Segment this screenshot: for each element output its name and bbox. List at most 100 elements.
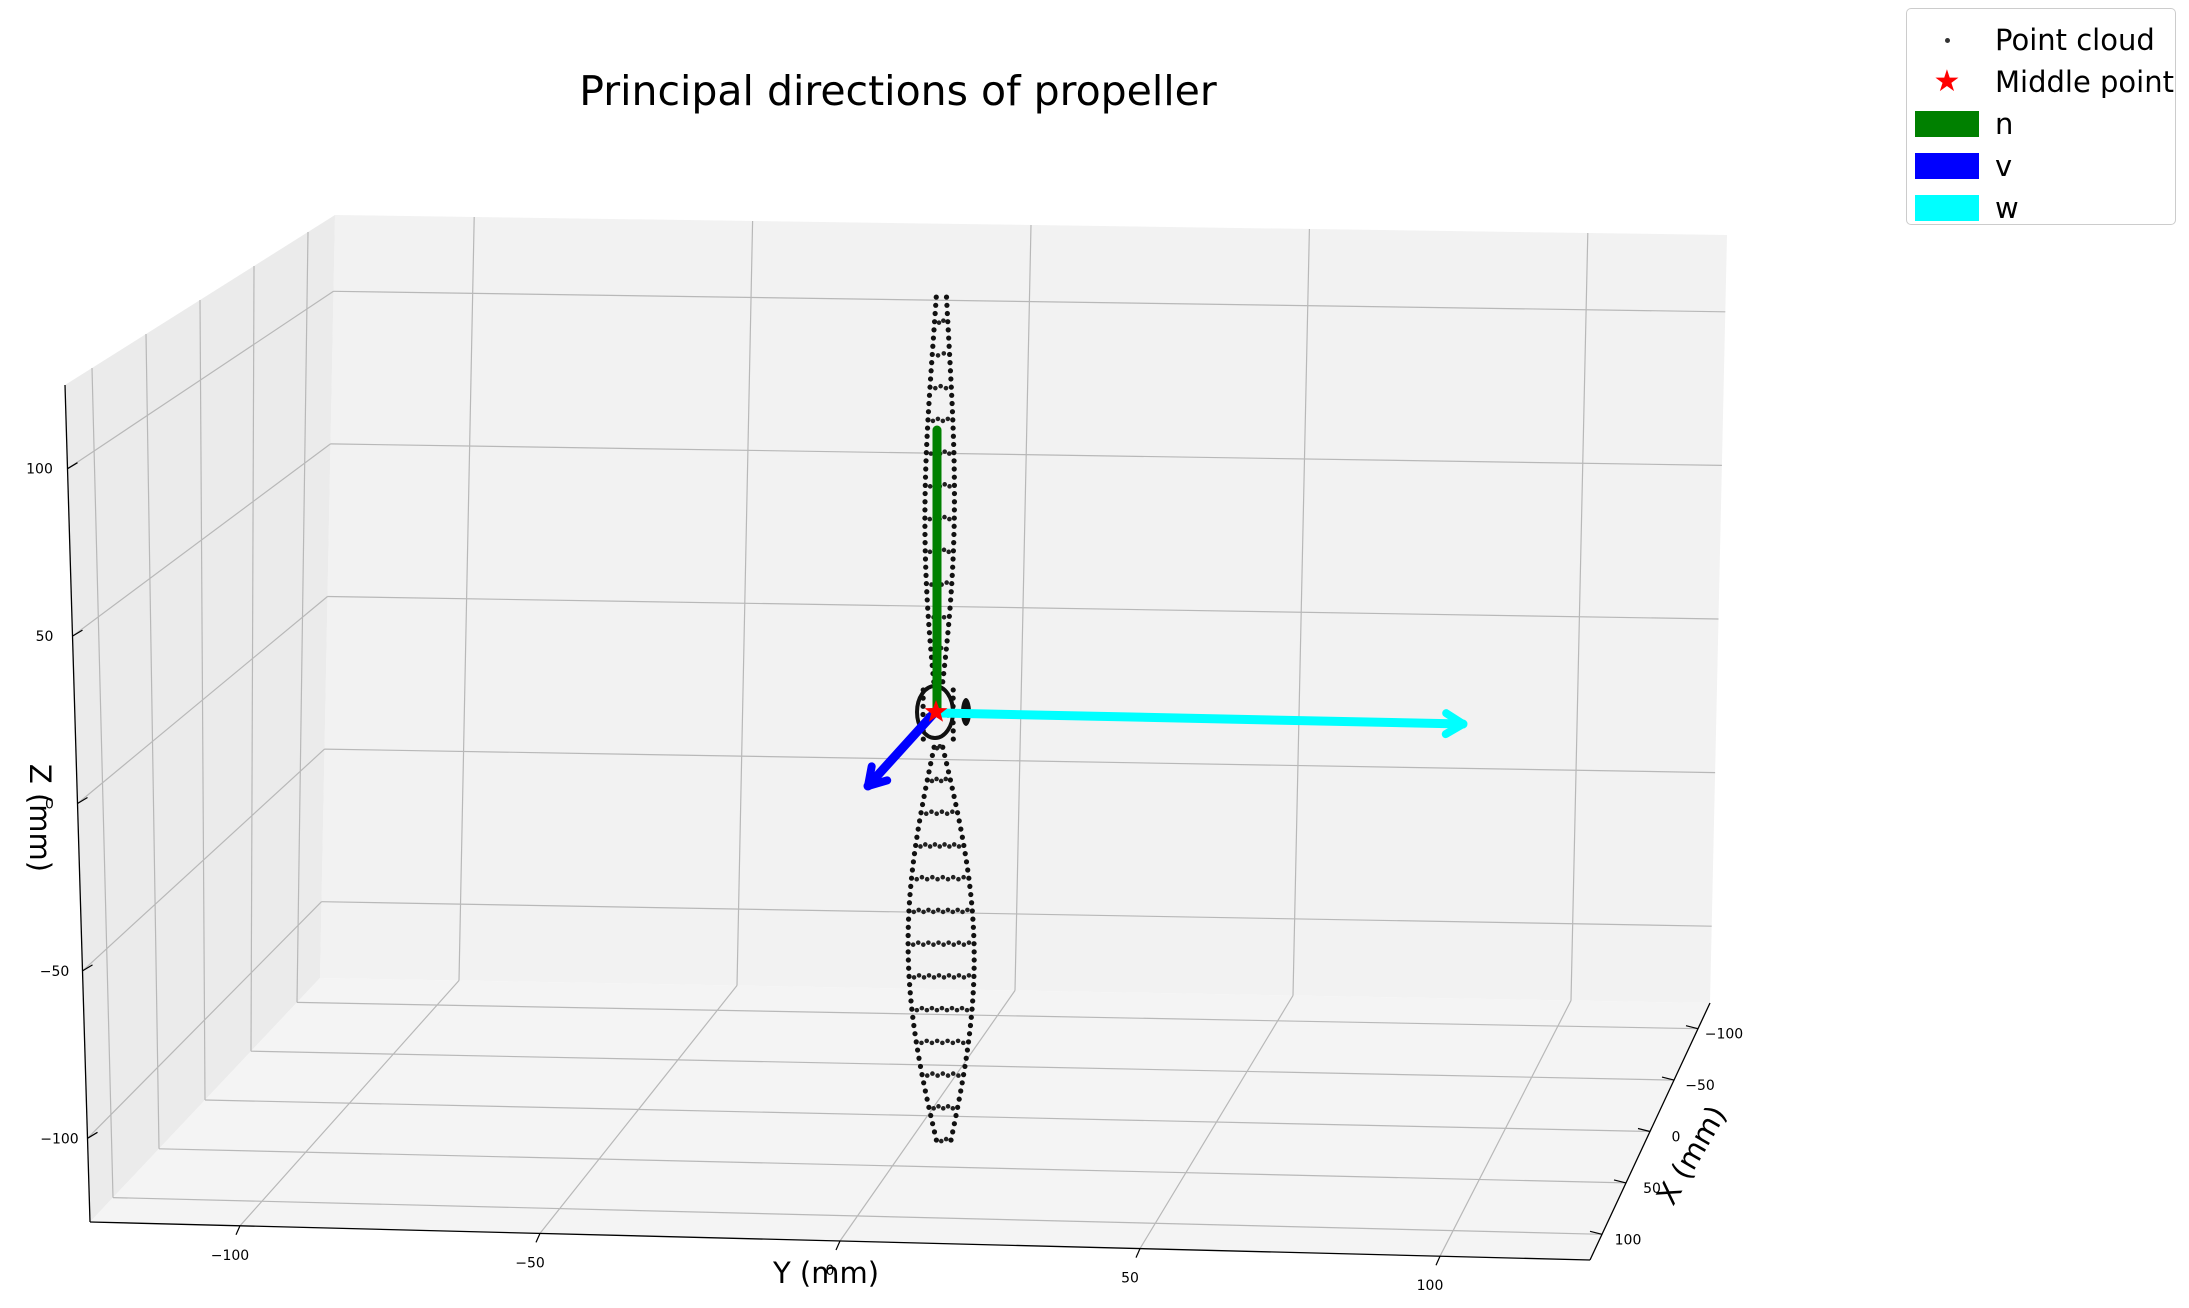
cloud-point — [926, 621, 932, 628]
cloud-point — [926, 630, 933, 636]
cloud-point — [927, 384, 933, 390]
cloud-point — [929, 809, 934, 815]
vector-w-shaft — [935, 708, 1468, 729]
tick-mark — [835, 1240, 841, 1251]
cloud-point — [936, 320, 942, 325]
cloud-point — [923, 785, 929, 791]
cloud-point — [934, 1038, 940, 1044]
cloud-point — [933, 302, 939, 308]
cloud-point — [963, 859, 970, 865]
cloud-point — [950, 1106, 956, 1111]
dot-marker-icon — [1944, 37, 1950, 43]
cloud-point — [922, 523, 928, 529]
grid-line — [1570, 232, 1589, 1001]
x-tick-label: −100 — [1705, 1027, 1743, 1043]
cloud-point — [929, 1040, 935, 1046]
cloud-point — [946, 621, 952, 628]
cloud-point — [932, 842, 938, 847]
cloud-point — [923, 458, 929, 464]
z-tick-label: 50 — [36, 629, 54, 645]
cloud-point — [922, 474, 929, 480]
cloud-point — [955, 1038, 961, 1044]
grid-line — [1292, 228, 1310, 996]
z-axis-label: Z (mm) — [23, 764, 57, 872]
cloud-point — [950, 874, 956, 880]
cloud-point — [931, 327, 937, 333]
grid-line — [158, 1148, 1627, 1184]
cloud-point — [908, 998, 914, 1004]
cloud-point — [944, 302, 950, 308]
cloud-point — [951, 507, 957, 513]
cloud-point — [951, 490, 958, 497]
cloud-point — [941, 942, 946, 947]
cloud-point — [954, 1007, 960, 1013]
cloud-point — [946, 613, 952, 619]
tick-mark — [77, 796, 88, 805]
cloud-point — [949, 409, 956, 415]
cloud-point — [956, 844, 962, 849]
cloud-point — [918, 844, 923, 849]
cloud-point — [945, 630, 951, 636]
cloud-point — [922, 499, 928, 505]
cloud-point — [968, 891, 974, 898]
cloud-point — [965, 867, 971, 873]
cloud-point — [919, 801, 926, 808]
cloud-point — [948, 384, 954, 390]
grid-line — [327, 595, 1719, 620]
legend-label: Middle point — [1995, 65, 2174, 99]
chart-title: Principal directions of propeller — [579, 67, 1217, 115]
y-axis-label: Y (mm) — [772, 1256, 879, 1290]
z-tick-label: 100 — [26, 462, 53, 478]
cloud-point — [949, 580, 955, 587]
cloud-point — [945, 876, 951, 882]
cloud-point — [923, 580, 929, 587]
cloud-point — [920, 736, 926, 742]
tick-mark — [535, 1233, 541, 1243]
cloud-point — [939, 809, 945, 815]
grid-line — [1439, 1000, 1572, 1257]
cloud-point — [945, 319, 951, 325]
cloud-point — [951, 975, 957, 980]
cloud-point — [925, 613, 931, 619]
cloud-point — [919, 1072, 925, 1078]
cloud-point — [930, 343, 936, 349]
cloud-point — [948, 376, 954, 382]
cloud-point — [933, 294, 939, 300]
grid-line — [67, 290, 334, 470]
cloud-point — [916, 1055, 922, 1061]
cloud-point — [930, 874, 935, 880]
x-tick-label: −50 — [1685, 1078, 1715, 1094]
cloud-point — [959, 834, 965, 840]
cloud-point — [947, 844, 952, 849]
cloud-point — [963, 1055, 969, 1061]
cloud-point — [943, 294, 950, 300]
cloud-point — [951, 466, 957, 472]
cloud-point — [950, 809, 955, 815]
cloud-point — [936, 940, 941, 945]
cloud-point — [930, 335, 937, 341]
cloud-point — [926, 940, 931, 945]
cloud-point — [956, 1073, 961, 1078]
cloud-point — [922, 507, 928, 513]
cloud-point — [922, 842, 928, 847]
cloud-point — [905, 916, 912, 922]
cloud-point — [914, 1047, 921, 1053]
cloud-point — [961, 874, 966, 880]
cloud-point — [951, 450, 957, 456]
cloud-point — [915, 940, 921, 945]
cloud-point — [944, 811, 950, 817]
cloud-point — [971, 965, 977, 971]
cloud-point — [924, 589, 930, 595]
cloud-point — [928, 368, 934, 374]
cloud-point — [943, 776, 949, 782]
z-tick-label: −100 — [40, 1131, 78, 1147]
cloud-point — [929, 752, 935, 759]
cloud-point — [956, 876, 961, 882]
cloud-point — [906, 965, 912, 971]
cloud-point — [940, 909, 946, 915]
cloud-point — [946, 973, 952, 978]
cloud-point — [922, 548, 928, 554]
cloud-point — [928, 1112, 934, 1119]
cloud-point — [927, 484, 933, 489]
cloud-point — [924, 1038, 930, 1044]
